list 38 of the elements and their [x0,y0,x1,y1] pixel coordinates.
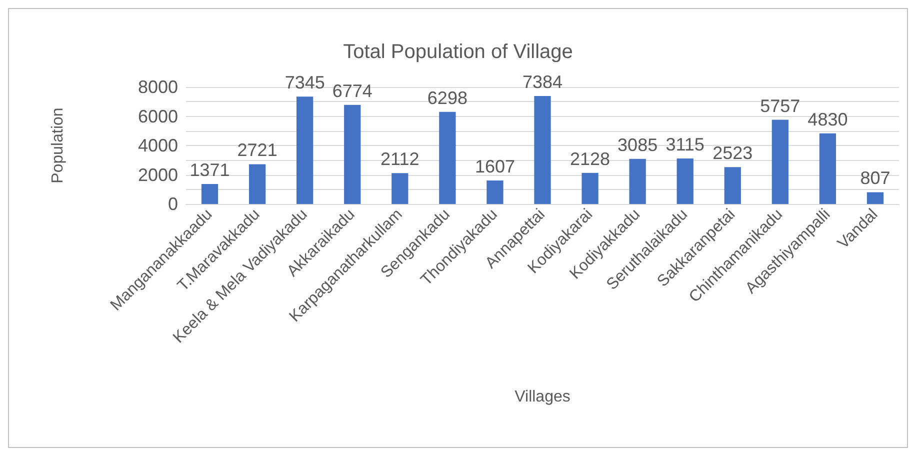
bar [344,104,361,204]
bar [201,184,218,204]
bar [296,96,314,204]
bar [772,120,788,204]
bar [534,96,551,204]
bar [582,172,598,204]
data-label: 1371 [190,160,230,180]
bar [866,192,884,204]
data-label: 2721 [237,140,278,160]
data-label: 7384 [522,72,563,92]
bar [819,133,836,204]
bar [392,173,408,204]
data-label: 7345 [284,72,325,93]
data-label: 6774 [332,80,372,101]
bar [629,158,646,204]
y-tick-label: 4000 [138,136,178,156]
data-label: 2523 [712,143,753,164]
y-tick-label: 0 [168,194,178,214]
chart-title: Total Population of Village [343,41,573,63]
data-label: 5757 [760,96,800,116]
data-label: 6298 [427,88,468,108]
data-label: 807 [860,168,890,188]
data-label: 2128 [570,148,610,169]
data-label: 2112 [380,149,420,170]
bar [724,167,741,204]
y-tick-label: 6000 [138,106,178,126]
x-axis-title: Villages [514,388,570,406]
data-label: 3085 [618,134,658,155]
data-label: 4830 [808,109,848,130]
y-axis-title: Population [50,108,66,184]
data-label: 3115 [666,134,704,154]
y-tick-label: 8000 [138,77,178,97]
y-tick-label: 2000 [138,164,178,185]
data-label: 1607 [474,156,515,176]
bar [439,112,456,204]
bar [676,158,694,204]
bar [248,164,266,204]
bar [486,180,504,204]
